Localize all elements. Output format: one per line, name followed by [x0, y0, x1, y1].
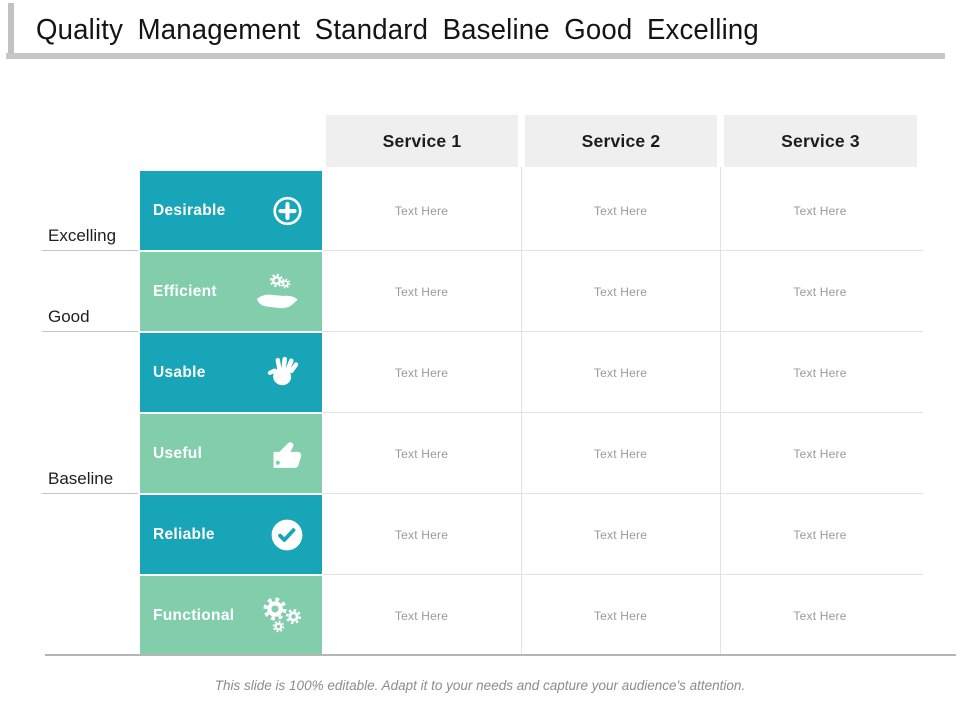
- table-cell: Text Here: [793, 446, 847, 461]
- table-cell: Text Here: [593, 608, 648, 623]
- footer-note: This slide is 100% editable. Adapt it to…: [214, 678, 746, 693]
- table-cell: Text Here: [593, 203, 648, 218]
- check-circle-icon: [270, 518, 304, 552]
- group-underline: [42, 493, 138, 494]
- group-label-good: Good: [48, 307, 90, 326]
- column-divider: [720, 167, 721, 655]
- group-label-baseline: Baseline: [48, 469, 114, 488]
- row-header-desirable: Desirable: [140, 171, 322, 250]
- table-cell: Text Here: [394, 608, 449, 623]
- row-label: Efficient: [153, 282, 217, 300]
- page-title: Quality Management Standard Baseline Goo…: [36, 14, 759, 46]
- table-cell: Text Here: [394, 527, 449, 542]
- table-cell: Text Here: [793, 527, 847, 542]
- table-cell: Text Here: [593, 284, 648, 299]
- table-cell: Text Here: [593, 365, 648, 380]
- plus-circle-icon: [271, 194, 304, 227]
- title-accent-bar: [8, 3, 14, 58]
- row-label: Usable: [153, 363, 206, 381]
- table-cell: Text Here: [394, 203, 449, 218]
- title-underline: [6, 53, 945, 59]
- group-underline: [42, 331, 138, 332]
- column-header-service-3: Service 3: [724, 115, 917, 167]
- group-underline: [42, 250, 138, 251]
- group-label-excelling: Excelling: [48, 226, 117, 245]
- thumbs-up-icon: [268, 437, 304, 471]
- row-label: Desirable: [153, 201, 226, 219]
- column-divider: [521, 167, 522, 655]
- row-label: Functional: [153, 606, 235, 624]
- hand-gears-icon: [252, 272, 304, 312]
- table-cell: Text Here: [793, 203, 847, 218]
- row-label: Useful: [153, 444, 203, 462]
- table-cell: Text Here: [593, 446, 648, 461]
- table-cell: Text Here: [793, 365, 847, 380]
- row-divider: [322, 250, 923, 251]
- waving-hand-icon: [266, 354, 304, 392]
- table-cell: Text Here: [394, 284, 449, 299]
- table-cell: Text Here: [394, 365, 449, 380]
- row-header-usable: Usable: [140, 333, 322, 412]
- row-label: Reliable: [153, 525, 215, 543]
- row-divider: [322, 331, 923, 332]
- row-divider: [322, 574, 923, 575]
- row-divider: [322, 412, 923, 413]
- row-header-useful: Useful: [140, 414, 322, 493]
- table-cell: Text Here: [793, 608, 847, 623]
- column-header-service-1: Service 1: [326, 115, 518, 167]
- table-cell: Text Here: [793, 284, 847, 299]
- column-header-service-2: Service 2: [525, 115, 717, 167]
- row-header-functional: Functional: [140, 576, 322, 655]
- row-divider: [322, 493, 923, 494]
- table-cell: Text Here: [394, 446, 449, 461]
- row-header-reliable: Reliable: [140, 495, 322, 574]
- table-cell: Text Here: [593, 527, 648, 542]
- row-header-efficient: Efficient: [140, 252, 322, 331]
- table-bottom-rule: [45, 654, 956, 656]
- gears-icon: [260, 596, 304, 636]
